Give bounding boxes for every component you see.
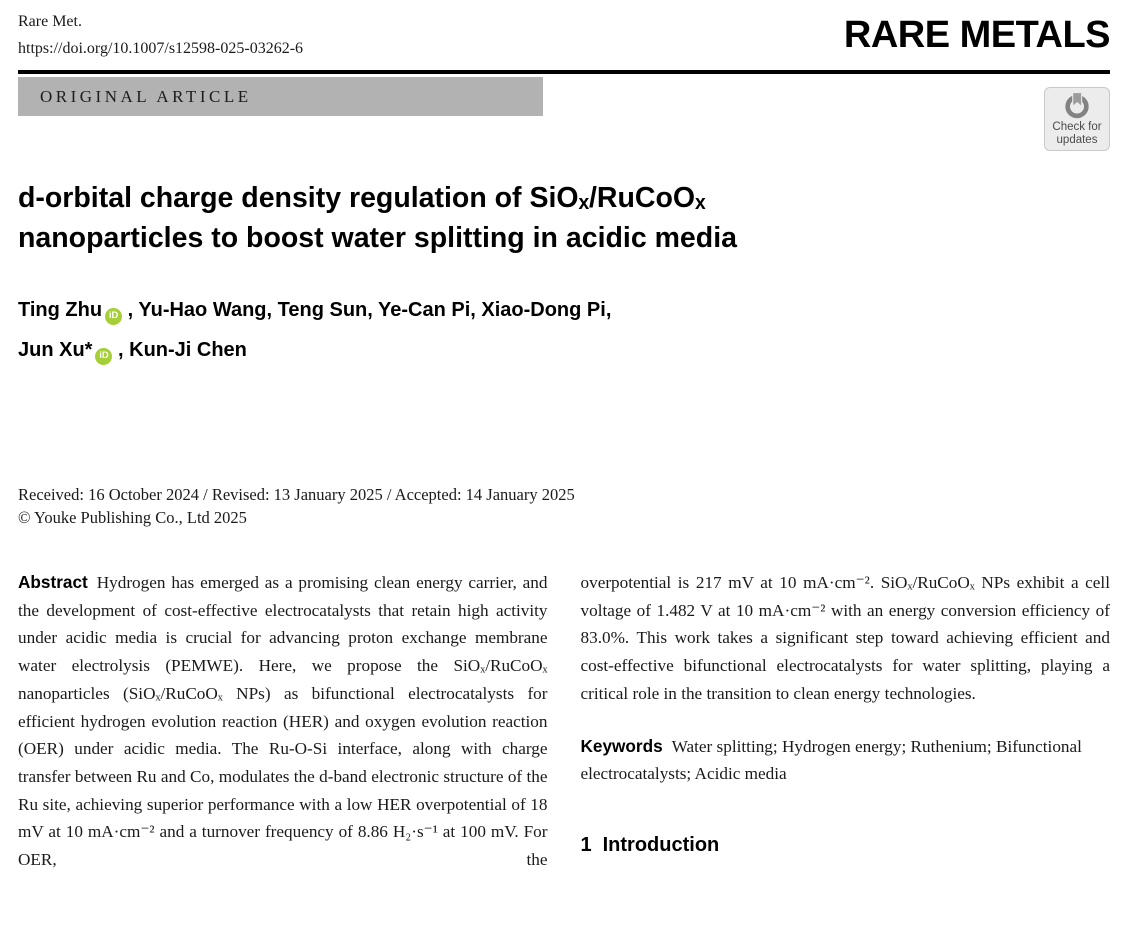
crossmark-label: Check for updates bbox=[1052, 121, 1101, 147]
orcid-icon-jun-xu[interactable]: iD bbox=[95, 347, 113, 365]
authors-line-2-rest: , Kun-Ji Chen bbox=[112, 339, 247, 361]
abstract-label: Abstract bbox=[18, 572, 88, 592]
article-type-banner: ORIGINAL ARTICLE bbox=[18, 77, 543, 116]
crossmark-label-line2: updates bbox=[1056, 134, 1098, 146]
paper-title: d-orbital charge density regulation of S… bbox=[18, 178, 1110, 258]
abstract-column-left: Abstract Hydrogen has emerged as a promis… bbox=[18, 569, 548, 874]
keywords-label: Keywords bbox=[580, 735, 663, 756]
abstract-text-right: overpotential is 217 mV at 10 mA·cm⁻². S… bbox=[580, 573, 1111, 703]
orcid-icon-ting-zhu[interactable]: iD bbox=[105, 307, 123, 325]
doi-link[interactable]: https://doi.org/10.1007/s12598-025-03262… bbox=[18, 40, 304, 57]
journal-ref-block: Rare Met. https://doi.org/10.1007/s12598… bbox=[18, 8, 303, 62]
introduction-heading: 1 Introduction bbox=[581, 832, 1111, 860]
keywords-text: Water splitting; Hydrogen energy; Ruthen… bbox=[580, 736, 1082, 784]
article-body: Abstract Hydrogen has emerged as a promis… bbox=[18, 569, 1110, 874]
banner-row: ORIGINAL ARTICLE Check for updates bbox=[18, 77, 1110, 151]
abstract-column-right: overpotential is 217 mV at 10 mA·cm⁻². S… bbox=[581, 569, 1111, 874]
article-type-label: ORIGINAL ARTICLE bbox=[40, 86, 252, 106]
author-jun-xu: Jun Xu* bbox=[18, 339, 93, 361]
title-line-2: nanoparticles to boost water splitting i… bbox=[18, 222, 737, 254]
authors-line-1-rest: , Yu-Hao Wang, Teng Sun, Ye-Can Pi, Xiao… bbox=[122, 299, 612, 321]
journal-abbreviation: Rare Met. bbox=[18, 13, 82, 30]
authors-line-2: Jun Xu* iD , Kun-Ji Chen bbox=[18, 330, 1110, 370]
authors-line-1: Ting Zhu iD , Yu-Hao Wang, Teng Sun, Ye-C… bbox=[18, 290, 1110, 330]
copyright-notice: © Youke Publishing Co., Ltd 2025 bbox=[18, 508, 247, 527]
section-title: Introduction bbox=[602, 833, 720, 856]
crossmark-icon bbox=[1063, 91, 1091, 119]
author-ting-zhu: Ting Zhu bbox=[18, 299, 103, 321]
section-number: 1 bbox=[580, 833, 592, 856]
authors: Ting Zhu iD , Yu-Hao Wang, Teng Sun, Ye-C… bbox=[18, 290, 1110, 370]
journal-masthead: RARE METALS bbox=[843, 14, 1111, 56]
keywords-section: Keywords Water splitting; Hydrogen energy… bbox=[581, 733, 1111, 788]
publication-history-block: Received: 16 October 2024 / Revised: 13 … bbox=[18, 483, 1110, 529]
header-divider bbox=[18, 70, 1110, 74]
page-header: Rare Met. https://doi.org/10.1007/s12598… bbox=[18, 8, 1111, 62]
crossmark-label-line1: Check for bbox=[1052, 121, 1102, 134]
crossmark-badge[interactable]: Check for updates bbox=[1044, 87, 1110, 151]
abstract-text-left: Hydrogen has emerged as a promising clea… bbox=[18, 573, 548, 870]
title-line-1: d-orbital charge density regulation of S… bbox=[18, 182, 706, 214]
publication-history: Received: 16 October 2024 / Revised: 13 … bbox=[18, 485, 575, 504]
